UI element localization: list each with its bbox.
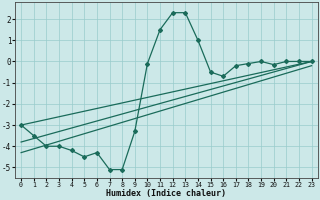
X-axis label: Humidex (Indice chaleur): Humidex (Indice chaleur)	[106, 189, 226, 198]
